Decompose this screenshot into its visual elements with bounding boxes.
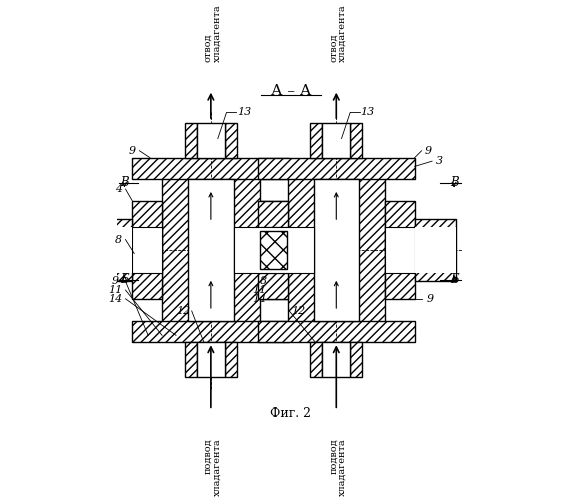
- Text: 9: 9: [112, 276, 119, 286]
- Text: 9: 9: [425, 146, 432, 156]
- Bar: [197, 342, 225, 377]
- Polygon shape: [258, 322, 415, 342]
- Text: 4: 4: [115, 184, 122, 194]
- Text: 9: 9: [427, 294, 434, 304]
- Bar: [225, 123, 237, 158]
- Text: отвод: отвод: [204, 34, 212, 62]
- Text: 11: 11: [108, 285, 122, 295]
- Bar: [322, 342, 350, 377]
- Text: 9: 9: [129, 146, 136, 156]
- Bar: [184, 123, 197, 158]
- Polygon shape: [133, 158, 289, 178]
- Bar: [310, 123, 322, 158]
- Bar: [385, 228, 415, 272]
- Polygon shape: [162, 174, 260, 326]
- Text: хладагента: хладагента: [338, 4, 347, 62]
- Text: В: В: [450, 176, 459, 190]
- Text: 8: 8: [115, 234, 122, 244]
- Bar: [188, 178, 233, 322]
- Text: 11: 11: [253, 285, 267, 295]
- Bar: [197, 123, 225, 158]
- Bar: [314, 178, 359, 322]
- Bar: [310, 342, 322, 377]
- Text: 12: 12: [291, 306, 305, 316]
- Polygon shape: [258, 158, 415, 178]
- Text: 8: 8: [260, 276, 267, 286]
- Polygon shape: [415, 218, 456, 282]
- Polygon shape: [91, 218, 133, 282]
- Text: хладагента: хладагента: [212, 4, 222, 62]
- Text: 13: 13: [361, 108, 375, 118]
- Text: Б: Б: [450, 273, 459, 286]
- Bar: [260, 228, 289, 272]
- Text: подвод: подвод: [329, 438, 338, 474]
- Text: подвод: подвод: [204, 438, 212, 474]
- Bar: [233, 228, 314, 272]
- Polygon shape: [133, 322, 289, 342]
- Text: В: В: [120, 176, 129, 190]
- Bar: [322, 123, 350, 158]
- Bar: [133, 228, 162, 272]
- Text: Б: Б: [120, 273, 129, 286]
- Text: 13: 13: [237, 108, 251, 118]
- Polygon shape: [260, 201, 289, 299]
- Bar: [91, 228, 133, 272]
- Polygon shape: [133, 201, 162, 299]
- Polygon shape: [258, 201, 288, 299]
- Text: 3: 3: [435, 156, 443, 166]
- Text: отвод: отвод: [329, 34, 338, 62]
- Bar: [225, 342, 237, 377]
- Polygon shape: [288, 174, 385, 326]
- Text: Фиг. 2: Фиг. 2: [271, 406, 311, 420]
- Text: А – А: А – А: [271, 84, 311, 98]
- Text: 12: 12: [176, 306, 190, 316]
- Text: 14: 14: [253, 294, 267, 304]
- Polygon shape: [385, 201, 415, 299]
- Bar: [350, 342, 363, 377]
- Polygon shape: [260, 231, 287, 269]
- Bar: [415, 228, 456, 272]
- Text: хладагента: хладагента: [338, 438, 347, 496]
- Text: хладагента: хладагента: [212, 438, 222, 496]
- Bar: [350, 123, 363, 158]
- Text: 14: 14: [108, 294, 122, 304]
- Bar: [258, 228, 288, 272]
- Bar: [184, 342, 197, 377]
